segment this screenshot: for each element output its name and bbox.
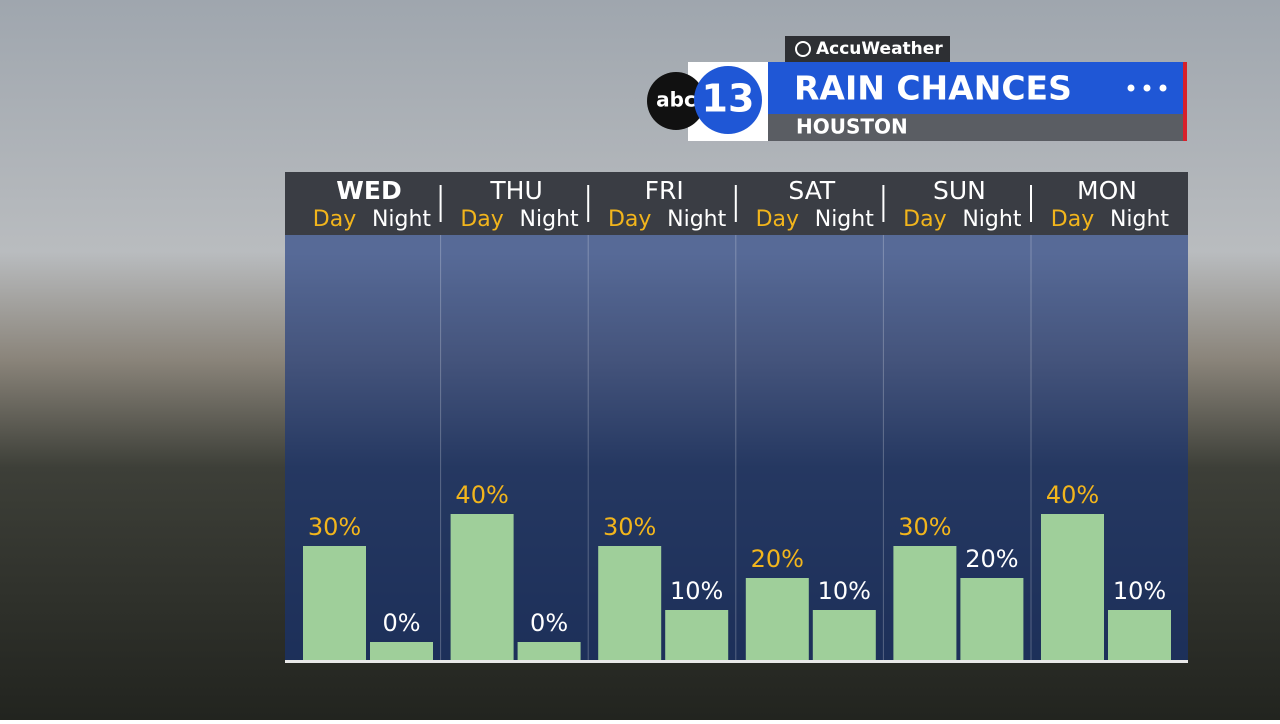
day-label: SAT [788,176,835,205]
series-label: Day [1051,207,1094,232]
plot-area [285,235,1188,660]
bar [745,578,809,660]
value-label: 30% [603,513,656,541]
number-text: 13 [702,77,755,121]
number-logo [694,66,762,134]
bar [1108,610,1171,660]
chart-title: RAIN CHANCES [794,69,1072,108]
bar [303,546,366,660]
value-label: 20% [751,545,804,573]
bar [893,546,957,660]
day-label: FRI [645,176,684,205]
day-label: WED [336,176,401,205]
menu-dot [1159,84,1167,92]
sun-icon [795,41,811,57]
day-label: SUN [933,176,986,205]
bar [665,610,729,660]
value-label: 40% [455,481,508,509]
series-label: Day [460,207,503,232]
abc-logo [647,72,705,130]
day-label: MON [1077,176,1137,205]
series-label: Day [313,207,356,232]
provider-box [785,36,950,62]
series-label: Night [520,207,579,232]
series-label: Night [1110,207,1169,232]
abc-text: abc [656,88,696,112]
series-label: Day [756,207,799,232]
value-label: 0% [530,609,568,637]
bar [450,514,514,660]
value-label: 10% [1113,577,1166,605]
menu-dot [1127,84,1135,92]
value-label: 30% [308,513,361,541]
series-label: Day [608,207,651,232]
bar [812,610,876,660]
series-label: Night [372,207,431,232]
series-label: Night [962,207,1021,232]
value-label: 0% [382,609,420,637]
value-label: 40% [1046,481,1099,509]
series-label: Night [667,207,726,232]
series-label: Night [815,207,874,232]
day-label: THU [489,176,542,205]
value-label: 10% [670,577,723,605]
value-label: 20% [965,545,1018,573]
value-label: 10% [818,577,871,605]
value-label: 30% [898,513,951,541]
title-banner [688,62,1185,114]
provider: AccuWeather [816,39,943,59]
accent [1183,62,1187,141]
menu-dot [1143,84,1151,92]
bar [960,578,1024,660]
bar [517,642,581,660]
bar [598,546,662,660]
baseline [285,660,1188,663]
bar [370,642,433,660]
series-label: Day [903,207,946,232]
subtitle-banner [688,114,1185,141]
bar [1041,514,1104,660]
chart-subtitle: HOUSTON [796,115,908,139]
